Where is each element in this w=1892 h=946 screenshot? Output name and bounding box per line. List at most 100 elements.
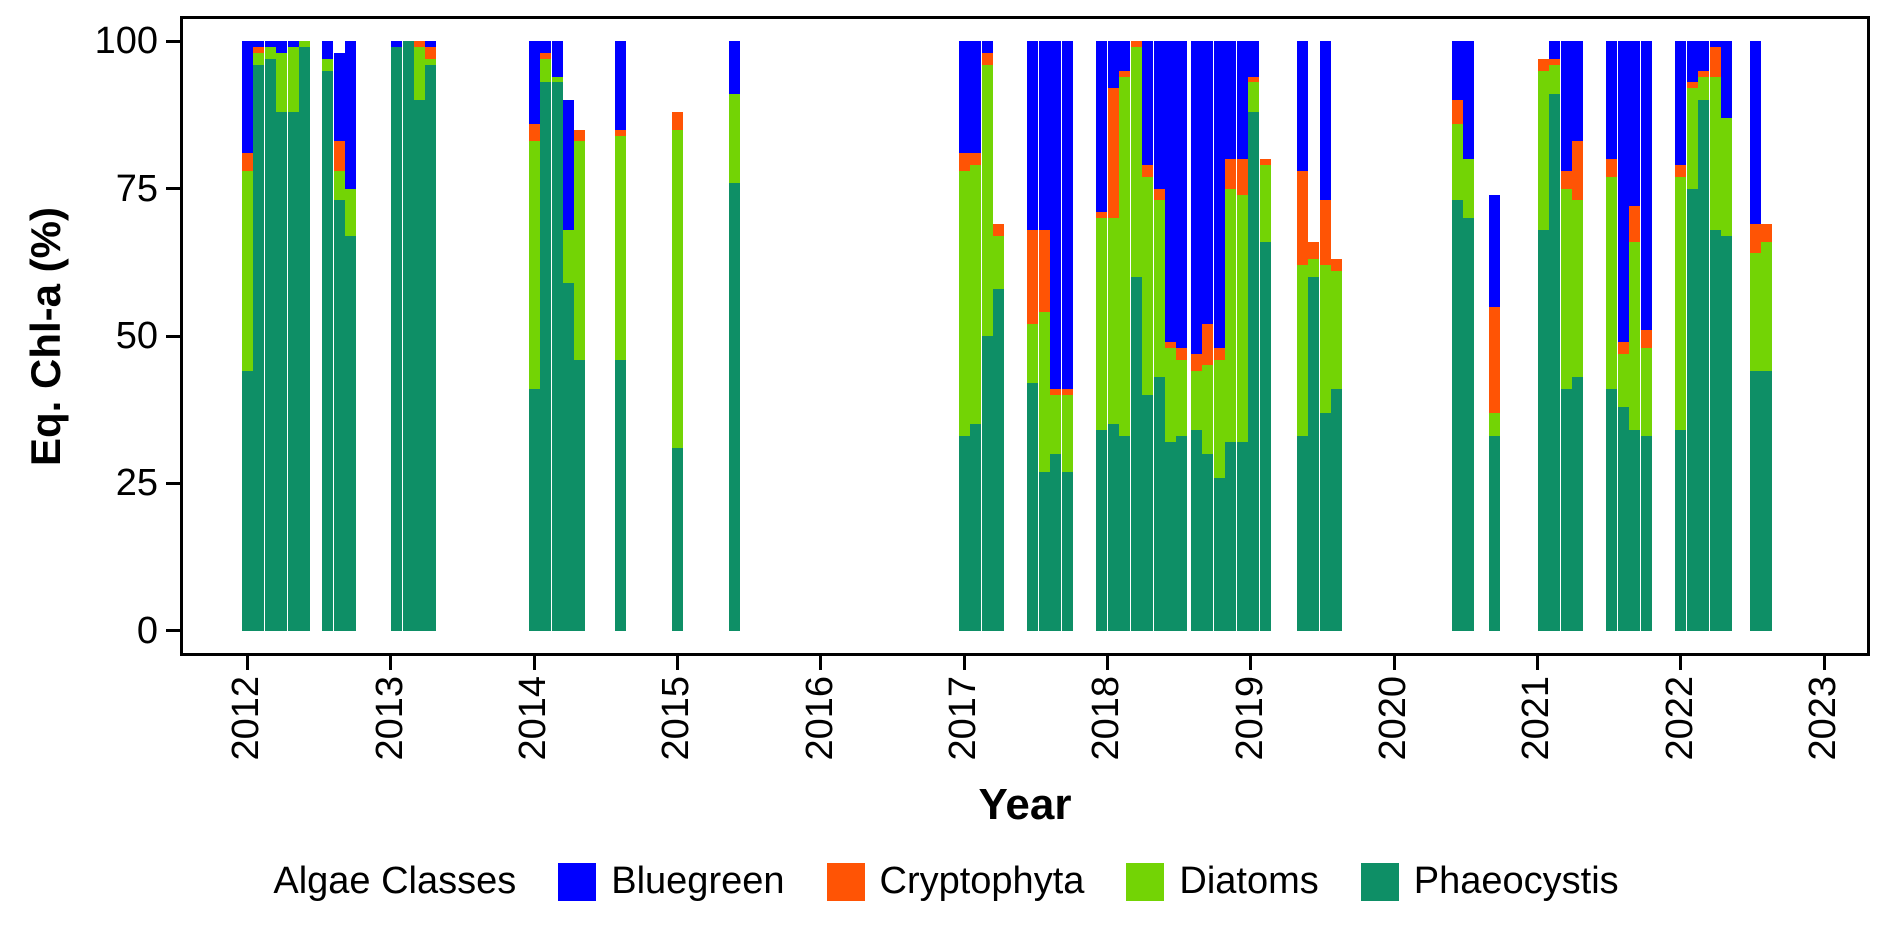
bar-segment-bluegreen	[391, 41, 403, 48]
bar-segment-bluegreen	[540, 41, 552, 53]
bar-segment-diatoms	[1675, 176, 1687, 431]
bar-segment-cryptophyta	[1107, 88, 1119, 219]
bar-segment-phaeocystis	[299, 47, 311, 631]
x-tick-label: 2019	[1228, 676, 1271, 761]
x-tick-mark	[389, 656, 393, 670]
bar-segment-cryptophyta	[1319, 200, 1331, 266]
bar-segment-diatoms	[970, 165, 982, 425]
bar-segment-cryptophyta	[1164, 341, 1176, 348]
bar-segment-diatoms	[1451, 123, 1463, 201]
legend-label-bluegreen: Bluegreen	[611, 860, 785, 902]
bar-segment-bluegreen	[425, 41, 437, 48]
bar-segment-diatoms	[528, 141, 540, 390]
bar-segment-diatoms	[299, 41, 311, 48]
bar-segment-cryptophyta	[1331, 259, 1343, 272]
bar-segment-phaeocystis	[1451, 200, 1463, 631]
bar-segment-diatoms	[1119, 76, 1131, 437]
bar-segment-diatoms	[614, 135, 626, 360]
bar-segment-phaeocystis	[1190, 430, 1202, 631]
bar-segment-cryptophyta	[1761, 223, 1773, 242]
bar-segment-diatoms	[1488, 412, 1500, 437]
bar-segment-phaeocystis	[322, 70, 334, 631]
stacked-bar	[1629, 41, 1641, 631]
x-tick-label: 2020	[1372, 676, 1415, 761]
bar-segment-cryptophyta	[1698, 70, 1710, 77]
stacked-bar	[1130, 41, 1142, 631]
bar-segment-bluegreen	[1451, 41, 1463, 101]
stacked-bar	[528, 41, 540, 631]
bar-segment-diatoms	[1549, 64, 1561, 95]
bar-segment-diatoms	[1176, 359, 1188, 437]
stacked-bar	[1164, 41, 1176, 631]
stacked-bar	[1749, 41, 1761, 631]
bar-segment-phaeocystis	[1537, 229, 1549, 631]
bar-segment-diatoms	[981, 64, 993, 337]
bar-segment-cryptophyta	[241, 153, 253, 171]
x-tick-mark	[962, 656, 966, 670]
bar-segment-diatoms	[671, 129, 683, 449]
stacked-bar	[1463, 41, 1475, 631]
bar-segment-phaeocystis	[253, 64, 265, 631]
bar-segment-bluegreen	[1213, 41, 1225, 348]
stacked-bar	[1640, 41, 1652, 631]
bar-segment-phaeocystis	[1319, 412, 1331, 631]
stacked-bar	[1331, 259, 1343, 631]
bar-segment-cryptophyta	[425, 47, 437, 59]
stacked-bar	[1061, 41, 1073, 631]
bar-segment-diatoms	[1107, 218, 1119, 425]
bar-segment-cryptophyta	[1119, 70, 1131, 77]
x-tick-label: 2014	[512, 676, 555, 761]
stacked-bar	[1319, 41, 1331, 631]
bar-segment-diatoms	[1190, 371, 1202, 431]
stacked-bar	[1038, 41, 1050, 631]
bar-segment-phaeocystis	[1709, 229, 1721, 631]
stacked-bar	[333, 53, 345, 631]
legend-label-cryptophyta: Cryptophyta	[879, 860, 1085, 902]
bar-segment-cryptophyta	[1190, 353, 1202, 372]
bar-segment-bluegreen	[253, 41, 265, 48]
stacked-bar	[1119, 41, 1131, 631]
bar-segment-phaeocystis	[264, 58, 276, 631]
bar-segment-bluegreen	[1202, 41, 1214, 325]
bar-segment-phaeocystis	[1050, 453, 1062, 631]
stacked-bar	[1761, 223, 1773, 631]
bar-segment-diatoms	[345, 188, 357, 236]
x-tick-label: 2023	[1802, 676, 1844, 761]
bar-segment-cryptophyta	[528, 123, 540, 142]
bar-segment-phaeocystis	[391, 47, 403, 631]
stacked-bar	[1296, 41, 1308, 631]
y-tick-mark	[166, 39, 180, 43]
bar-segment-phaeocystis	[1119, 436, 1131, 631]
stacked-bar	[1153, 41, 1165, 631]
stacked-bar	[241, 41, 253, 631]
bar-segment-cryptophyta	[1236, 159, 1248, 195]
x-tick-label: 2015	[655, 676, 698, 761]
stacked-bar	[1606, 41, 1618, 631]
bar-segment-phaeocystis	[1130, 277, 1142, 631]
bar-segment-diatoms	[1213, 359, 1225, 478]
bar-segment-phaeocystis	[1463, 218, 1475, 631]
stacked-bar	[970, 41, 982, 631]
stacked-bar	[1560, 41, 1572, 631]
bar-segment-phaeocystis	[671, 448, 683, 631]
x-tick-mark	[1105, 656, 1109, 670]
stacked-bar	[958, 41, 970, 631]
bar-segment-phaeocystis	[1560, 389, 1572, 631]
y-tick-label: 0	[136, 609, 158, 652]
stacked-bar	[1698, 41, 1710, 631]
bar-segment-cryptophyta	[413, 41, 425, 48]
stacked-bar	[1617, 41, 1629, 631]
bar-segment-phaeocystis	[1225, 442, 1237, 631]
x-tick-label: 2022	[1658, 676, 1701, 761]
bar-segment-diatoms	[253, 52, 265, 65]
x-tick-mark	[1679, 656, 1683, 670]
bar-segment-bluegreen	[528, 41, 540, 124]
bar-segment-diatoms	[276, 53, 288, 112]
stacked-bar	[1537, 58, 1549, 631]
stacked-bar	[1050, 41, 1062, 631]
bar-segment-phaeocystis	[1142, 394, 1154, 631]
stacked-bar	[1190, 41, 1202, 631]
stacked-bar	[391, 41, 403, 631]
bar-segment-diatoms	[241, 170, 253, 372]
y-tick-mark	[166, 481, 180, 485]
